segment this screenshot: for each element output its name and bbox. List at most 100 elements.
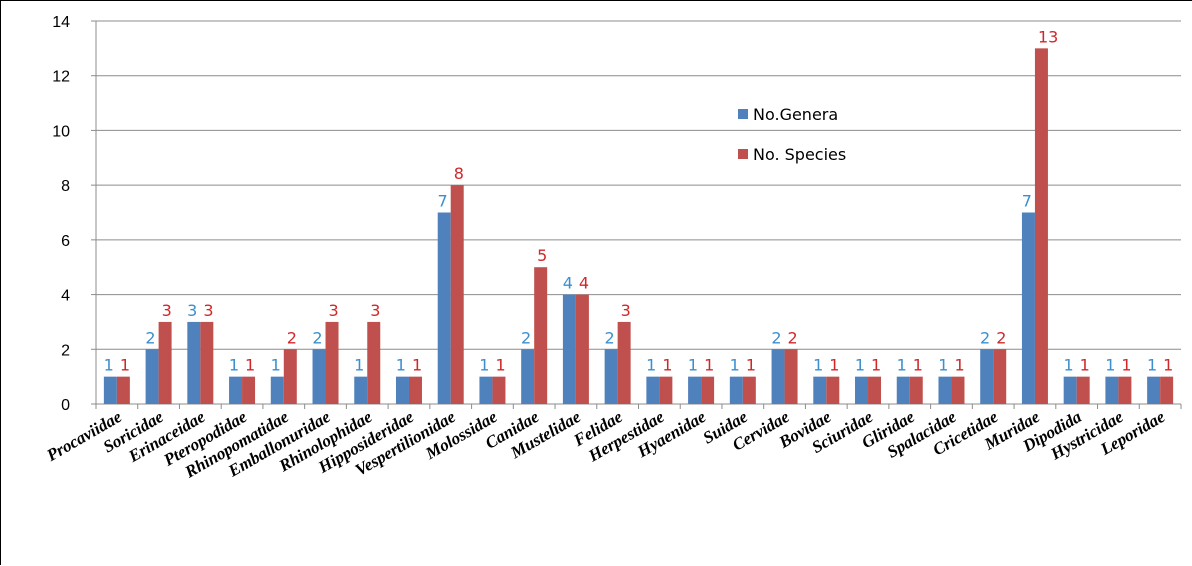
bar-genera <box>103 376 117 404</box>
data-label-genera: 2 <box>604 328 614 347</box>
y-tick-label: 0 <box>61 397 70 414</box>
data-label-species: 4 <box>579 274 589 293</box>
bar-species <box>1160 376 1174 404</box>
bar-species <box>1034 48 1048 404</box>
bar-species <box>1076 376 1090 404</box>
bar-genera <box>604 349 618 404</box>
data-label-genera: 1 <box>229 356 239 375</box>
bar-genera <box>980 349 994 404</box>
data-label-species: 1 <box>954 356 964 375</box>
data-label-genera: 1 <box>479 356 489 375</box>
bar-species <box>909 376 923 404</box>
bar-genera <box>938 376 952 404</box>
data-label-species: 1 <box>495 356 505 375</box>
y-tick-label: 12 <box>52 69 70 86</box>
bar-genera <box>312 349 326 404</box>
data-label-genera: 1 <box>354 356 364 375</box>
data-label-genera: 4 <box>563 274 573 293</box>
bar-genera <box>354 376 368 404</box>
y-tick-label: 4 <box>61 288 70 305</box>
data-label-genera: 2 <box>312 328 322 347</box>
data-label-species: 1 <box>704 356 714 375</box>
data-label-species: 8 <box>454 164 464 183</box>
bar-species <box>742 376 756 404</box>
data-label-genera: 1 <box>897 356 907 375</box>
bar-species <box>534 267 548 404</box>
y-axis-ticks: 0 2 4 6 8 10 12 14 <box>52 14 96 414</box>
data-label-species: 2 <box>287 328 297 347</box>
bar-genera <box>437 212 451 404</box>
data-label-species: 1 <box>913 356 923 375</box>
data-label-genera: 7 <box>438 192 448 211</box>
bar-species <box>868 376 882 404</box>
bar-genera <box>1021 212 1035 404</box>
data-label-species: 2 <box>996 328 1006 347</box>
data-label-species: 3 <box>621 301 631 320</box>
data-label-genera: 1 <box>688 356 698 375</box>
bar-species <box>450 185 464 404</box>
data-label-species: 1 <box>1163 356 1173 375</box>
bar-species <box>575 294 589 404</box>
bar-species <box>951 376 965 404</box>
bar-species <box>701 376 715 404</box>
axes <box>95 21 1182 409</box>
data-label-genera: 1 <box>271 356 281 375</box>
legend-swatch <box>738 149 748 159</box>
data-label-species: 1 <box>829 356 839 375</box>
data-label-genera: 2 <box>980 328 990 347</box>
data-label-genera: 1 <box>938 356 948 375</box>
bar-genera <box>855 376 869 404</box>
data-label-species: 1 <box>1121 356 1131 375</box>
data-label-genera: 2 <box>771 328 781 347</box>
legend: No.Genera No. Species <box>738 105 846 164</box>
bar-genera <box>729 376 743 404</box>
data-label-species: 3 <box>329 301 339 320</box>
data-label-species: 3 <box>370 301 380 320</box>
y-tick-label: 2 <box>61 342 70 359</box>
data-label-species: 1 <box>245 356 255 375</box>
bar-genera <box>395 376 409 404</box>
data-label-genera: 1 <box>855 356 865 375</box>
data-label-species: 1 <box>1080 356 1090 375</box>
y-tick-label: 8 <box>61 178 70 195</box>
data-label-genera: 1 <box>646 356 656 375</box>
y-tick-label: 14 <box>52 14 70 31</box>
bar-genera <box>771 349 785 404</box>
bar-genera <box>145 349 159 404</box>
legend-swatch <box>738 109 748 119</box>
data-label-species: 1 <box>746 356 756 375</box>
data-label-genera: 1 <box>104 356 114 375</box>
bar-species <box>784 349 798 404</box>
data-label-genera: 1 <box>1147 356 1157 375</box>
data-label-species: 1 <box>412 356 422 375</box>
bar-species <box>158 321 172 404</box>
gridlines <box>96 20 1181 350</box>
bar-genera <box>479 376 493 404</box>
bar-species <box>826 376 840 404</box>
data-label-genera: 1 <box>1063 356 1073 375</box>
bar-species <box>1118 376 1132 404</box>
data-label-species: 3 <box>162 301 172 320</box>
data-label-species: 13 <box>1038 27 1058 46</box>
data-label-genera: 1 <box>730 356 740 375</box>
bar-genera <box>646 376 660 404</box>
bars <box>103 48 1174 404</box>
data-label-genera: 3 <box>187 301 197 320</box>
data-label-species: 2 <box>788 328 798 347</box>
bar-species <box>116 376 130 404</box>
data-label-genera: 1 <box>396 356 406 375</box>
y-tick-label: 10 <box>52 123 70 140</box>
bar-genera <box>1063 376 1077 404</box>
bar-species <box>283 349 297 404</box>
data-label-genera: 2 <box>145 328 155 347</box>
data-label-genera: 2 <box>521 328 531 347</box>
data-label-species: 5 <box>537 246 547 265</box>
bar-genera <box>896 376 910 404</box>
y-tick-label: 6 <box>61 233 70 250</box>
data-label-species: 1 <box>871 356 881 375</box>
legend-label: No.Genera <box>753 105 838 124</box>
bar-species <box>617 321 631 404</box>
